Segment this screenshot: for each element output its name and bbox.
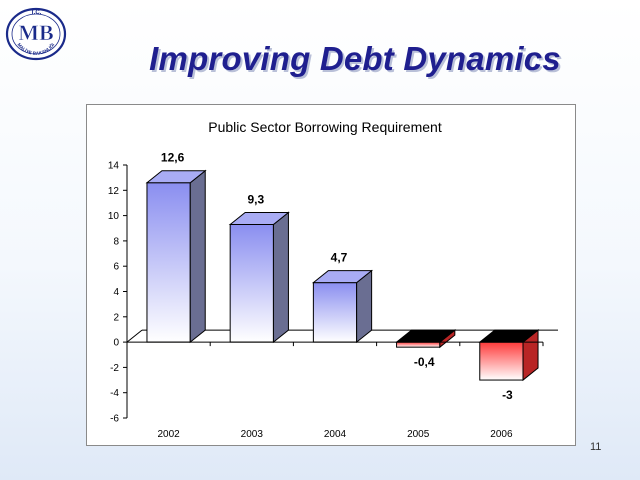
ministry-logo: T.C. MB MALİYE BAKANLIĞI bbox=[5, 7, 67, 61]
bar-front-face bbox=[146, 182, 191, 343]
logo-top-text: T.C. bbox=[31, 10, 42, 16]
x-tick-label: 2003 bbox=[241, 429, 264, 440]
y-tick-label: 0 bbox=[113, 338, 119, 349]
zero-plane-side-edge bbox=[126, 329, 143, 343]
slide-title: Improving Debt Dynamics bbox=[149, 40, 561, 77]
bar-front-face bbox=[312, 282, 358, 343]
y-tick-label: 14 bbox=[108, 161, 120, 172]
x-tick-label: 2004 bbox=[324, 429, 347, 440]
bar-top-face bbox=[145, 170, 207, 184]
chart-plot: -6 -4 -2 0 2 4 6 8 10 12 14 2002 2003 2004 2005 2006 12,… bbox=[108, 151, 558, 440]
bar-front-face bbox=[229, 223, 274, 343]
bar-2005 bbox=[395, 329, 457, 349]
bar-top-face bbox=[228, 211, 290, 225]
bar-2002 bbox=[145, 169, 207, 344]
y-tick-label: -4 bbox=[110, 388, 119, 399]
y-tick-label: 10 bbox=[108, 211, 120, 222]
y-tick-label: 6 bbox=[113, 262, 119, 273]
x-tick-label: 2002 bbox=[157, 429, 180, 440]
bar-side-face bbox=[189, 169, 206, 344]
data-label: 4,7 bbox=[331, 251, 348, 265]
data-label: -3 bbox=[502, 388, 513, 402]
bar-2003 bbox=[228, 211, 290, 344]
bar-front-face bbox=[479, 341, 524, 381]
logo-monogram: MB bbox=[18, 20, 54, 45]
data-label: 9,3 bbox=[247, 192, 264, 206]
y-tick-label: 12 bbox=[108, 186, 120, 197]
y-tick-label: -2 bbox=[110, 363, 119, 374]
bar-2004 bbox=[311, 269, 374, 344]
bar-front-face bbox=[396, 341, 441, 348]
y-tick-label: -6 bbox=[110, 414, 119, 425]
x-tick-label: 2006 bbox=[490, 429, 513, 440]
bar-top-face bbox=[311, 270, 374, 284]
y-tick-label: 2 bbox=[113, 312, 119, 323]
chart-area: Public Sector Borrowing Requirement -6 -4… bbox=[86, 104, 576, 446]
bar-chart: Public Sector Borrowing Requirement -6 -4… bbox=[108, 119, 558, 440]
page-number: 11 bbox=[590, 441, 602, 453]
y-tick-label: 4 bbox=[113, 287, 119, 298]
chart-title: Public Sector Borrowing Requirement bbox=[208, 119, 442, 135]
bar-side-face bbox=[272, 211, 289, 344]
y-tick-label: 8 bbox=[113, 236, 119, 247]
bar-2006 bbox=[478, 329, 540, 382]
x-tick-label: 2005 bbox=[407, 429, 430, 440]
data-label: 12,6 bbox=[161, 151, 185, 165]
data-label: -0,4 bbox=[414, 355, 435, 369]
